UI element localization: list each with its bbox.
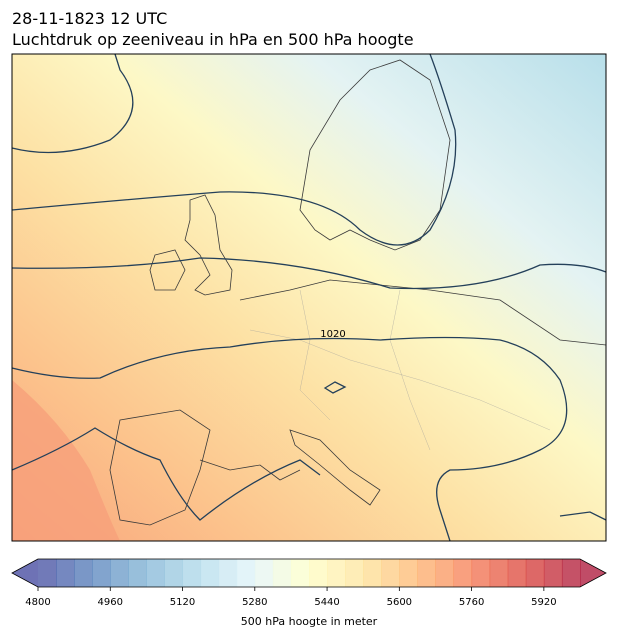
colorbar-outline: [11, 558, 607, 588]
colorbar-swatch: [272, 559, 292, 587]
colorbar-swatch: [290, 559, 310, 587]
map-title: Luchtdruk op zeeniveau in hPa en 500 hPa…: [12, 30, 414, 49]
map-time: 28-11-1823 12 UTC: [12, 9, 167, 28]
colorbar-swatch: [507, 559, 527, 587]
colorbar-swatch: [561, 559, 581, 587]
colorbar-swatch: [381, 559, 400, 587]
colorbar-swatch: [146, 559, 165, 587]
colorbar-tick-label: 5120: [170, 597, 195, 608]
colorbar-extend-low: [12, 559, 38, 587]
colorbar-tick-label: 5920: [531, 597, 556, 608]
colorbar-swatch: [489, 559, 509, 587]
colorbar-tick-label: 4800: [25, 597, 50, 608]
colorbar-label: 500 hPa hoogte in meter: [241, 615, 378, 628]
colorbar-swatch: [74, 559, 93, 587]
colorbar-swatch: [327, 559, 346, 587]
colorbar-swatch: [200, 559, 220, 587]
colorbar-swatch: [110, 559, 129, 587]
colorbar: 4800 4960 5120 5280 5440 5600 5760 5920: [11, 558, 607, 608]
colorbar-swatch: [236, 559, 256, 587]
colorbar-swatch: [128, 559, 147, 587]
colorbar-swatch: [254, 559, 274, 587]
colorbar-swatch: [218, 559, 238, 587]
colorbar-swatch: [525, 559, 545, 587]
colorbar-swatch: [309, 559, 328, 587]
colorbar-tick-label: 5600: [387, 597, 412, 608]
colorbar-swatch: [453, 559, 473, 587]
map: [11, 53, 607, 542]
colorbar-swatch: [56, 559, 75, 587]
colorbar-swatch: [471, 559, 491, 587]
colorbar-swatch: [435, 559, 455, 587]
colorbar-swatch: [92, 559, 111, 587]
colorbar-swatch: [182, 559, 202, 587]
colorbar-swatch: [363, 559, 382, 587]
colorbar-swatch: [543, 559, 563, 587]
colorbar-swatch: [417, 559, 436, 587]
colorbar-tick-label: 5440: [314, 597, 339, 608]
colorbar-swatch: [164, 559, 184, 587]
colorbar-swatch: [345, 559, 364, 587]
colorbar-extend-high: [580, 559, 606, 587]
colorbar-tick-label: 5760: [459, 597, 484, 608]
colorbar-tick-label: 4960: [98, 597, 123, 608]
colorbar-swatch: [399, 559, 418, 587]
colorbar-swatch: [38, 559, 57, 587]
colorbar-tick-label: 5280: [242, 597, 267, 608]
contour-label: 1020: [320, 329, 345, 340]
